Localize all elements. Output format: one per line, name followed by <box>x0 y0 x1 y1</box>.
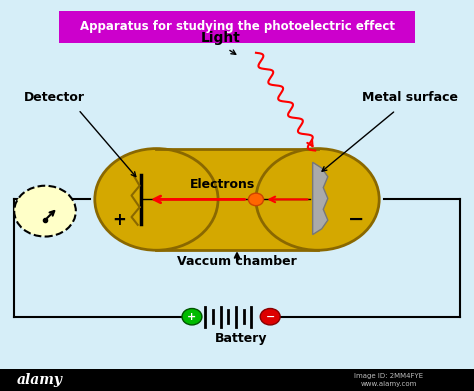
Text: −: − <box>265 312 275 322</box>
Text: +: + <box>187 312 197 322</box>
Text: Image ID: 2MM4FYE: Image ID: 2MM4FYE <box>354 373 423 379</box>
Text: Light: Light <box>201 31 240 45</box>
Text: Electrons: Electrons <box>190 178 255 191</box>
Text: Metal surface: Metal surface <box>362 91 458 104</box>
Text: Apparatus for studying the photoelectric effect: Apparatus for studying the photoelectric… <box>80 20 394 34</box>
Text: alamy: alamy <box>17 373 64 387</box>
Text: Battery: Battery <box>215 332 267 345</box>
Circle shape <box>260 308 280 325</box>
Text: www.alamy.com: www.alamy.com <box>361 381 417 387</box>
Circle shape <box>14 186 76 237</box>
Bar <box>0 369 474 391</box>
Bar <box>156 149 318 250</box>
Polygon shape <box>313 162 328 235</box>
FancyBboxPatch shape <box>59 11 415 43</box>
Ellipse shape <box>95 149 218 250</box>
Text: +: + <box>112 211 127 229</box>
Ellipse shape <box>256 149 379 250</box>
Text: Vaccum chamber: Vaccum chamber <box>177 255 297 268</box>
Text: Detector: Detector <box>24 91 85 104</box>
Circle shape <box>248 193 264 206</box>
Text: −: − <box>347 210 364 229</box>
Circle shape <box>182 308 202 325</box>
